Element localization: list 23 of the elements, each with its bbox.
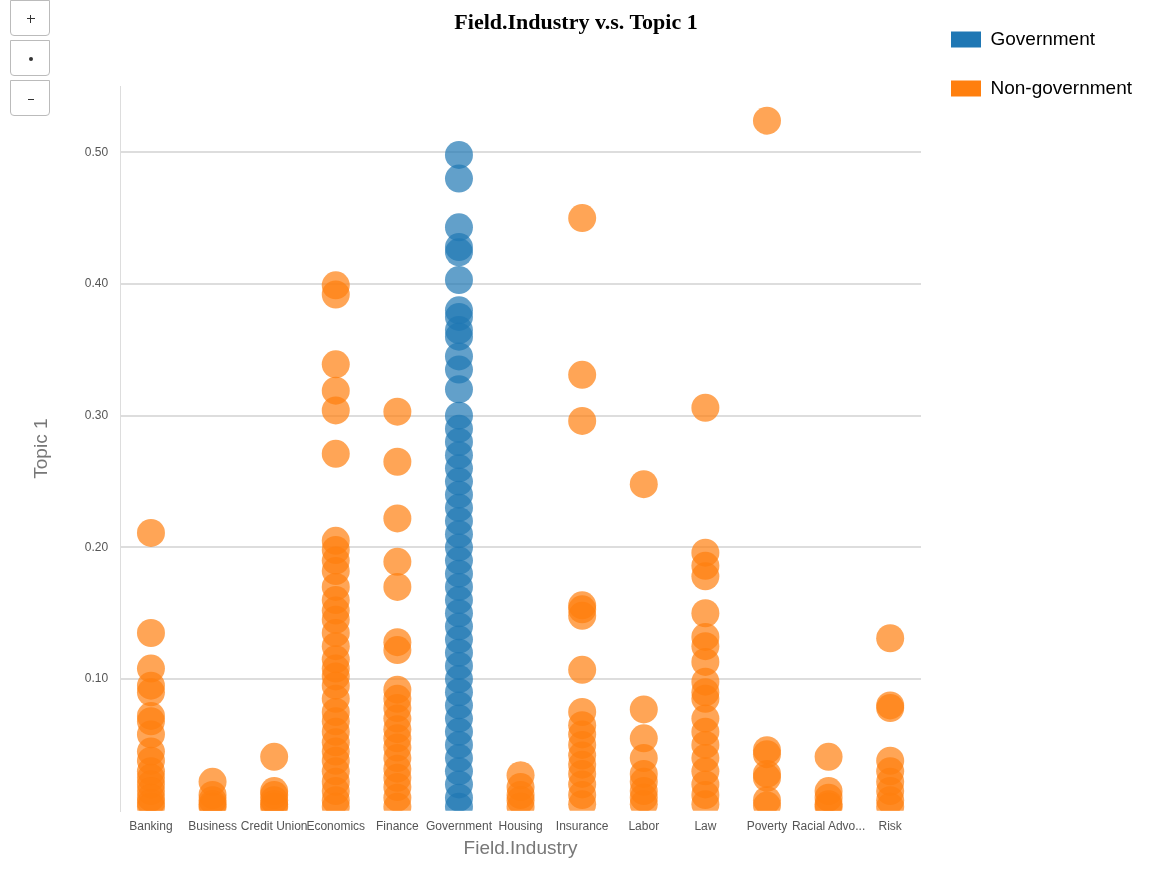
y-tick-label: 0.40	[84, 276, 109, 291]
y-tick-label: 0.10	[84, 671, 109, 686]
legend-label: Non-government	[990, 76, 1133, 98]
x-tick-label: Government	[425, 819, 493, 834]
x-tick-label: Racial Advo...	[791, 819, 866, 834]
chart-title: Field.Industry v.s. Topic 1	[454, 8, 698, 34]
x-tick-label: Risk	[878, 819, 903, 834]
x-tick-label: Law	[694, 819, 717, 834]
y-tick-label: 0.20	[84, 539, 109, 554]
x-tick-label: Housing	[498, 819, 543, 834]
x-tick-label: Credit Union	[240, 819, 308, 834]
y-tick-label: 0.30	[84, 407, 109, 422]
x-tick-label: Labor	[628, 819, 660, 834]
y-axis-title: Topic 1	[29, 418, 51, 479]
x-axis-title: Field.Industry	[463, 836, 579, 858]
x-tick-label: Poverty	[746, 819, 788, 834]
x-tick-label: Business	[188, 819, 237, 834]
legend-label: Government	[990, 27, 1096, 49]
x-tick-label: Banking	[129, 819, 173, 834]
y-tick-label: 0.50	[84, 144, 109, 159]
x-tick-label: Insurance	[555, 819, 609, 834]
x-tick-label: Economics	[306, 819, 366, 834]
x-tick-label: Finance	[376, 819, 420, 834]
